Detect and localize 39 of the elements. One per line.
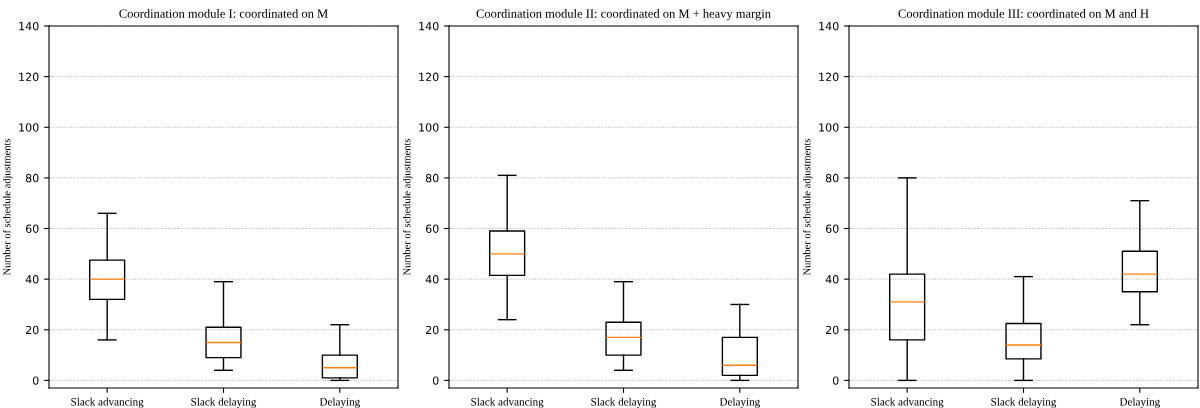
y-tick-label: 140 [819, 21, 839, 31]
x-tick-label: Slack delaying [991, 397, 1057, 408]
x-tick-label: Slack delaying [591, 397, 657, 408]
y-tick-label: 40 [825, 275, 839, 284]
x-tick-label: Slack delaying [191, 397, 257, 408]
y-tick-label: 60 [25, 224, 39, 233]
x-tick-label: Delaying [1119, 397, 1160, 408]
x-tick-label: Slack advancing [471, 397, 544, 408]
y-tick-label: 20 [25, 325, 39, 335]
chart-title: Coordination module III: coordinated on M and H [898, 8, 1149, 18]
chart-title: Coordination module I: coordinated on M [119, 8, 328, 18]
y-tick-label: 0 [832, 376, 839, 385]
y-tick-label: 20 [425, 325, 439, 335]
y-tick-label: 0 [32, 376, 39, 385]
y-tick-label: 60 [425, 224, 439, 233]
y-tick-label: 60 [825, 224, 839, 233]
y-tick-label: 100 [419, 123, 439, 132]
y-tick-label: 120 [419, 72, 439, 82]
y-tick-label: 100 [19, 123, 39, 132]
y-tick-label: 0 [432, 376, 439, 385]
y-tick-label: 140 [19, 21, 39, 31]
y-axis-title: Number of schedule adjustments [802, 138, 813, 276]
y-axis-title: Number of schedule adjustments [402, 138, 413, 276]
y-tick-label: 80 [25, 173, 39, 183]
x-tick-label: Delaying [319, 397, 360, 408]
y-tick-label: 40 [425, 275, 439, 284]
y-tick-label: 80 [425, 173, 439, 183]
y-tick-label: 20 [825, 325, 839, 335]
y-tick-label: 100 [819, 123, 839, 132]
y-tick-label: 140 [419, 21, 439, 31]
x-tick-label: Delaying [719, 397, 760, 408]
y-tick-label: 40 [25, 275, 39, 284]
y-tick-label: 120 [19, 72, 39, 82]
x-tick-label: Slack advancing [871, 397, 944, 408]
y-axis-title: Number of schedule adjustments [2, 138, 13, 276]
y-tick-label: 120 [819, 72, 839, 82]
chart-title: Coordination module II: coordinated on M + heavy margin [476, 8, 771, 21]
x-tick-label: Slack advancing [71, 397, 144, 408]
y-tick-label: 80 [825, 173, 839, 183]
